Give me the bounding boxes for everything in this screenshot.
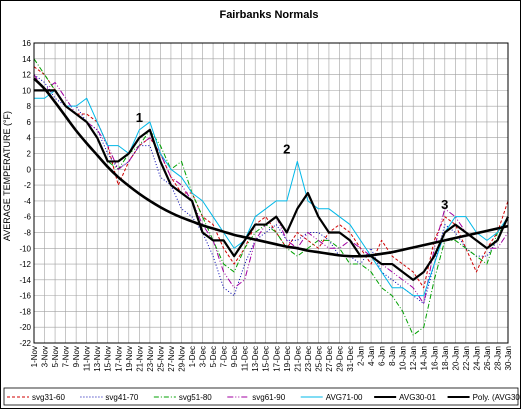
y-tick-label: 10 (22, 86, 31, 95)
series-lines (33, 58, 510, 336)
x-tick-label: 24-Jan (472, 346, 481, 370)
x-tick-label: 23-Nov (146, 346, 155, 372)
legend-label: svg41-70 (105, 393, 138, 402)
x-tick-label: 5-Nov (51, 346, 60, 367)
y-tick-label: -4 (24, 197, 32, 206)
legend-label: svg61-90 (252, 393, 285, 402)
annotation-label: 1 (136, 110, 143, 125)
series-line-svg61-90 (33, 74, 509, 305)
y-tick-label: -6 (24, 213, 32, 222)
x-tick-label: 15-Nov (104, 346, 113, 372)
x-tick-label: 10-Jan (399, 346, 408, 370)
x-tick-label: 4-Jan (367, 346, 376, 366)
series-line-svg51-80 (33, 58, 509, 336)
x-tick-label: 7-Dec (220, 346, 229, 367)
x-tick-label: 29-Dec (335, 346, 344, 372)
x-tick-label: 19-Dec (283, 346, 292, 372)
x-tick-label: 9-Dec (230, 346, 239, 367)
x-tick-label: 20-Jan (451, 346, 460, 370)
x-tick-label: 17-Nov (114, 346, 123, 372)
y-tick-label: 0 (27, 165, 32, 174)
legend-box (3, 387, 519, 406)
x-tick-label: 23-Dec (304, 346, 313, 372)
x-tick-label: 2-Jan (357, 346, 366, 366)
series-line-avg30-01 (34, 89, 510, 281)
y-tick-label: 14 (22, 55, 31, 64)
legend: svg31-60 svg41-70 svg51-80 svg61-90 AVG71-00… (3, 387, 521, 406)
x-tick-label: 7-Nov (62, 346, 71, 367)
y-axis-label: AVERAGE TEMPERATURE (°F) (2, 111, 12, 241)
y-tick-label: -10 (19, 244, 31, 253)
y-tick-labels: -22-20-18-16-14-12-10-8-6-4-202468101214… (19, 39, 31, 348)
y-tick-label: 6 (27, 118, 32, 127)
legend-label: svg31-60 (32, 393, 65, 402)
y-tick-label: -8 (24, 228, 32, 237)
x-tick-label: 21-Nov (135, 346, 144, 372)
chart-title: Fairbanks Normals (219, 9, 318, 21)
legend-label: AVG30-01 (399, 393, 436, 402)
y-tick-label: -14 (19, 276, 31, 285)
x-tick-label: 27-Nov (167, 346, 176, 372)
legend-label: AVG71-00 (326, 393, 363, 402)
x-tick-label: 29-Nov (177, 346, 186, 372)
x-tick-label: 22-Jan (462, 346, 471, 370)
x-tick-label: 5-Dec (209, 346, 218, 367)
y-tick-label: -16 (19, 292, 31, 301)
x-tick-label: 13-Dec (251, 346, 260, 372)
y-tick-label: 2 (27, 150, 32, 159)
x-tick-label: 21-Dec (293, 346, 302, 372)
x-tick-label: 28-Jan (493, 346, 502, 370)
series-line-poly-avg30-01 (33, 77, 509, 258)
x-tick-label: 31-Dec (346, 346, 355, 372)
y-tick-label: 16 (22, 39, 31, 48)
x-tick-labels: 1-Nov 3-Nov 5-Nov 7-Nov 9-Nov 11-Nov 13-Nov 15-… (30, 346, 513, 372)
y-tick-label: -18 (19, 307, 31, 316)
axes (33, 42, 509, 344)
x-tick-label: 6-Jan (378, 346, 387, 366)
annotation-label: 2 (283, 142, 290, 157)
legend-label: svg51-80 (179, 393, 212, 402)
y-tick-label: 8 (27, 102, 32, 111)
x-tick-label: 13-Nov (93, 346, 102, 372)
x-tick-label: 9-Nov (72, 346, 81, 367)
x-tick-label: 14-Jan (420, 346, 429, 370)
x-tick-label: 3-Dec (199, 346, 208, 367)
annotations: 1 2 3 (136, 110, 449, 212)
x-tick-label: 25-Dec (314, 346, 323, 372)
y-tick-label: -2 (24, 181, 32, 190)
x-tick-label: 18-Jan (441, 346, 450, 370)
x-tick-label: 1-Dec (188, 346, 197, 367)
x-tick-label: 17-Dec (272, 346, 281, 372)
y-tick-label: 12 (22, 71, 31, 80)
annotation-label: 3 (441, 197, 448, 212)
x-tick-label: 30-Jan (504, 346, 513, 370)
x-tick-label: 11-Dec (241, 346, 250, 371)
x-tick-label: 16-Jan (430, 346, 439, 370)
x-tick-label: 25-Nov (156, 346, 165, 372)
series-line-avg71-00 (34, 89, 509, 297)
x-tick-label: 15-Dec (262, 346, 271, 372)
plot-area (34, 43, 508, 343)
x-tick-label: 19-Nov (125, 346, 134, 372)
x-tick-label: 11-Nov (83, 346, 92, 371)
x-tick-label: 27-Dec (325, 346, 334, 372)
x-tick-label: 12-Jan (409, 346, 418, 370)
x-tick-label: 26-Jan (483, 346, 492, 370)
y-tick-label: 4 (27, 134, 32, 143)
x-tick-label: 8-Jan (388, 346, 397, 366)
y-tick-label: -12 (19, 260, 31, 269)
y-tick-label: -20 (19, 323, 31, 332)
x-tick-label: 1-Nov (30, 346, 39, 367)
y-tick-label: -22 (19, 339, 31, 348)
x-tick-label: 3-Nov (41, 346, 50, 367)
legend-label: Poly. (AVG30-01) (473, 393, 521, 402)
